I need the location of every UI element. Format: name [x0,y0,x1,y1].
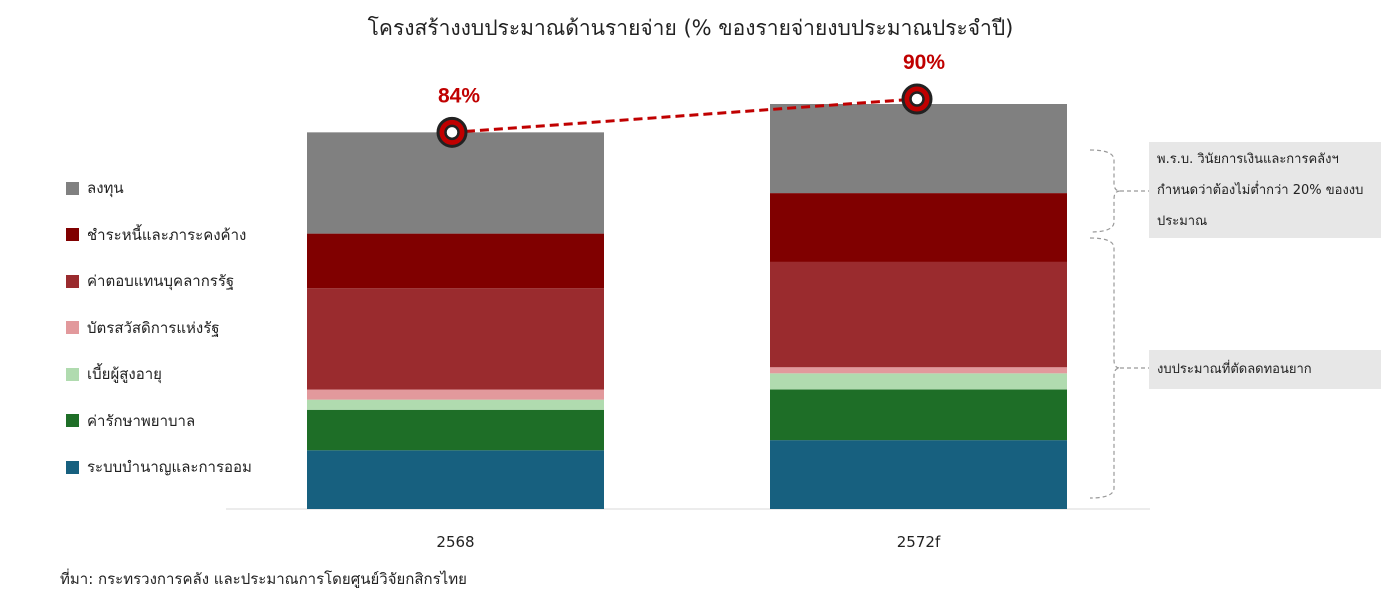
x-tick-label: 2572f [897,533,941,551]
note-bottom-text: งบประมาณที่ตัดลดทอนยาก [1157,362,1312,377]
legend-label: ค่ารักษาพยาบาล [87,411,196,430]
legend-swatch [66,414,79,427]
legend-swatch [66,181,79,195]
legend-item: ค่ารักษาพยาบาล [66,411,195,431]
legend-label: บัตรสวัสดิการแห่งรัฐ [87,318,220,337]
note-top: พ.ร.บ. วินัยการเงินและการคลังฯ กำหนดว่าต… [1149,142,1381,238]
legend-label: ลงทุน [87,179,124,197]
bar-segment-1-3 [770,367,1067,374]
total-marker-hole [909,91,925,107]
legend-label: เบี้ยผู้สูงอายุ [87,365,162,383]
total-label: 84% [438,84,480,107]
bar-segment-0-0 [307,450,604,509]
bar-segment-0-1 [307,409,604,451]
bar-segment-1-6 [770,104,1067,194]
legend-swatch [66,228,79,241]
legend-label: ระบบบำนาญและการออม [87,458,252,476]
legend-swatch [66,460,79,474]
note-top-text: พ.ร.บ. วินัยการเงินและการคลังฯ กำหนดว่าต… [1157,152,1364,229]
bar-segment-1-1 [770,389,1067,441]
legend-swatch [66,367,79,381]
bar-segment-0-3 [307,389,604,400]
bar-segment-0-6 [307,132,604,234]
total-marker-hole [444,124,460,141]
brace-top [1089,149,1121,233]
bar-segment-1-5 [770,193,1067,262]
bar-segment-0-2 [307,399,604,410]
source-note: ที่มา: กระทรวงการคลัง และประมาณการโดยศูน… [60,570,467,588]
legend-label: ค่าตอบแทนบุคลากรรัฐ [87,272,235,290]
legend-label: ชำระหนี้และภาระคงค้าง [87,225,247,244]
x-tick-label: 2568 [436,533,474,551]
bar-segment-1-0 [770,440,1067,509]
legend-item: ระบบบำนาญและการออม [66,457,252,477]
total-label: 90% [903,51,945,74]
legend-swatch [66,274,79,288]
bar-segment-0-5 [307,233,604,289]
legend-item: ค่าตอบแทนบุคลากรรัฐ [66,271,234,291]
legend-swatch [66,321,79,334]
chart-title: โครงสร้างงบประมาณด้านรายจ่าย (% ของรายจ่… [367,16,1014,40]
bar-segment-0-4 [307,288,604,390]
bar-segment-1-2 [770,373,1067,390]
bar-segment-1-4 [770,261,1067,368]
legend-item: ลงทุน [66,178,124,198]
total-connector-line [451,97,918,134]
legend-item: เบี้ยผู้สูงอายุ [66,364,162,384]
legend-item: ชำระหนี้และภาระคงค้าง [66,225,246,245]
note-bottom: งบประมาณที่ตัดลดทอนยาก [1149,350,1381,389]
brace-bottom [1089,237,1121,499]
legend-item: บัตรสวัสดิการแห่งรัฐ [66,318,220,338]
